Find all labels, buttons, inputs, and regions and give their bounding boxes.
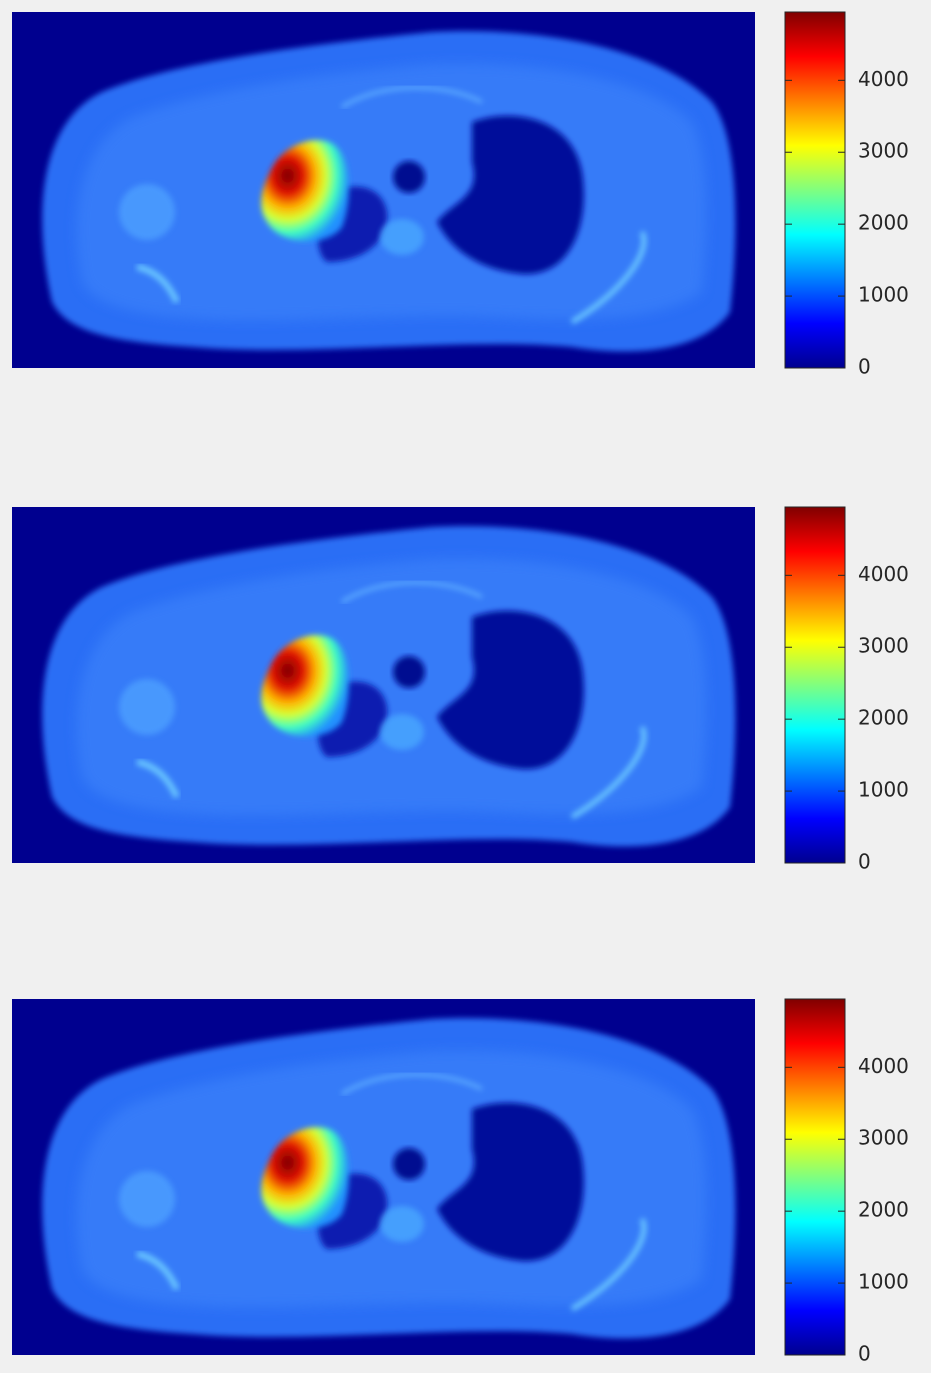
colorbar-tick-label: 0 xyxy=(858,850,871,874)
colorbar-tick-label: 2000 xyxy=(858,706,909,730)
colorbar-tick-label: 0 xyxy=(858,355,871,379)
colorbar-tick-label: 0 xyxy=(858,1342,871,1366)
colorbar-tick-label: 3000 xyxy=(858,1126,909,1150)
colorbar-tick-label: 1000 xyxy=(858,283,909,307)
colorbar xyxy=(784,998,846,1356)
scan-image xyxy=(12,12,755,368)
colorbar xyxy=(784,11,846,369)
colorbar-tick-label: 3000 xyxy=(858,139,909,163)
colorbar-tick-label: 4000 xyxy=(858,562,909,586)
colorbar-tick-label: 1000 xyxy=(858,778,909,802)
scan-image xyxy=(12,507,755,863)
colorbar-tick-label: 4000 xyxy=(858,1054,909,1078)
colorbar-tick-label: 1000 xyxy=(858,1270,909,1294)
colorbar-tick-label: 4000 xyxy=(858,67,909,91)
colorbar-tick-label: 2000 xyxy=(858,211,909,235)
scan-image xyxy=(12,999,755,1355)
colorbar-tick-label: 3000 xyxy=(858,634,909,658)
colorbar-tick-label: 2000 xyxy=(858,1198,909,1222)
colorbar xyxy=(784,506,846,864)
